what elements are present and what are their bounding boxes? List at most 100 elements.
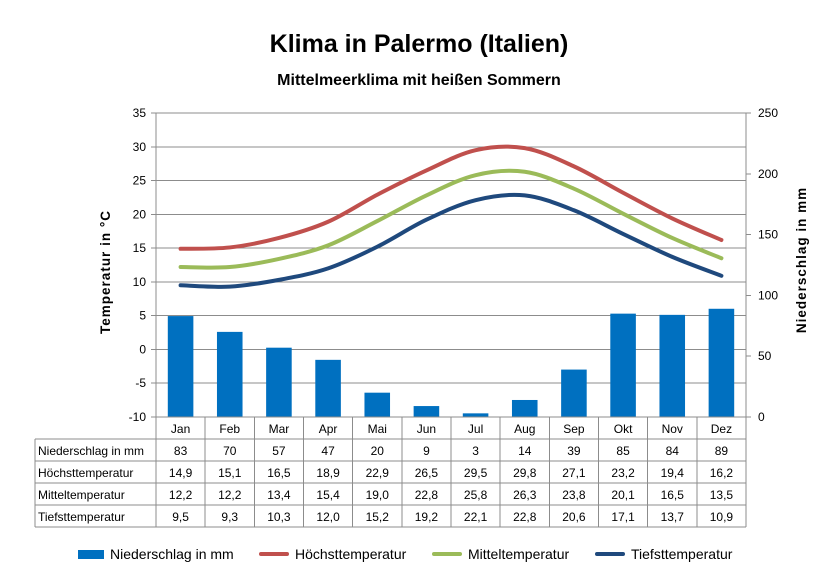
precipitation-bar (561, 369, 587, 417)
legend-item-mean-temp: Mitteltemperatur (432, 546, 569, 562)
table-cell: 84 (666, 444, 680, 458)
precipitation-bar (413, 406, 440, 417)
category-label: Aug (514, 422, 535, 436)
precipitation-bar (167, 316, 194, 417)
table-cell: 22,9 (366, 466, 390, 480)
table-row-header: Mitteltemperatur (38, 488, 125, 502)
legend-item-min-temp: Tiefsttemperatur (595, 546, 732, 562)
left-tick-label: 25 (133, 174, 147, 188)
table-cell: 22,8 (415, 488, 439, 502)
category-label: Feb (219, 422, 240, 436)
left-tick-label: 10 (133, 275, 147, 289)
legend-swatch-precipitation (78, 549, 104, 559)
table-cell: 47 (321, 444, 335, 458)
table-cell: 15,2 (366, 510, 390, 524)
category-label: Jul (468, 422, 483, 436)
table-cell: 10,3 (267, 510, 291, 524)
left-tick-label: 35 (133, 106, 147, 120)
table-cell: 9,5 (172, 510, 189, 524)
max-temp-line (178, 144, 724, 251)
category-label: Dez (711, 422, 732, 436)
table-cell: 20,6 (562, 510, 586, 524)
left-tick-label: 5 (139, 309, 146, 323)
table-cell: 89 (715, 444, 729, 458)
table-cell: 15,1 (218, 466, 242, 480)
table-cell: 22,1 (464, 510, 488, 524)
table-cell: 85 (616, 444, 630, 458)
table-cell: 3 (472, 444, 479, 458)
table-cell: 17,1 (611, 510, 635, 524)
precipitation-bar (216, 331, 243, 417)
legend-label-min-temp: Tiefsttemperatur (631, 546, 733, 562)
table-cell: 16,5 (267, 466, 291, 480)
legend-item-max-temp: Höchsttemperatur (259, 546, 406, 562)
table-cell: 10,9 (710, 510, 734, 524)
legend-swatch-min-temp (595, 552, 625, 556)
table-cell: 57 (272, 444, 286, 458)
table-cell: 9,3 (221, 510, 238, 524)
left-tick-label: -5 (135, 376, 146, 390)
table-cell: 13,7 (661, 510, 685, 524)
table-cell: 19,4 (661, 466, 685, 480)
table-cell: 16,5 (661, 488, 685, 502)
table-cell: 13,4 (267, 488, 291, 502)
category-label: Sep (563, 422, 585, 436)
category-label: Okt (614, 422, 633, 436)
table-cell: 29,5 (464, 466, 488, 480)
table-cell: 19,2 (415, 510, 439, 524)
precipitation-bar (315, 359, 341, 417)
precipitation-bar (364, 392, 391, 417)
left-tick-label: 0 (139, 342, 146, 356)
precipitation-bars (167, 308, 735, 417)
legend-label-mean-temp: Mitteltemperatur (468, 546, 570, 562)
table-cell: 18,9 (316, 466, 340, 480)
temperature-lines (178, 144, 724, 289)
table-cell: 26,3 (513, 488, 537, 502)
legend-label-precipitation: Niederschlag in mm (110, 546, 234, 562)
left-tick-label: -10 (129, 410, 147, 424)
legend-label-max-temp: Höchsttemperatur (295, 546, 407, 562)
table-cell: 23,8 (562, 488, 586, 502)
table-cell: 29,8 (513, 466, 537, 480)
right-tick-label: 100 (758, 288, 778, 302)
table-cell: 23,2 (611, 466, 635, 480)
precipitation-bar (659, 314, 686, 417)
category-label: Mai (368, 422, 387, 436)
precipitation-bar (462, 413, 489, 417)
table-cell: 16,2 (710, 466, 734, 480)
legend: Niederschlag in mm Höchsttemperatur Mitt… (0, 546, 838, 566)
category-label: Jan (171, 422, 190, 436)
table-cell: 14,9 (169, 466, 193, 480)
right-tick-label: 250 (758, 106, 778, 120)
right-tick-label: 200 (758, 167, 778, 181)
table-cell: 70 (223, 444, 237, 458)
right-tick-label: 50 (758, 349, 772, 363)
left-tick-label: 15 (133, 241, 147, 255)
table-cell: 26,5 (415, 466, 439, 480)
mean-temp-line (178, 168, 724, 270)
table-cell: 14 (518, 444, 532, 458)
table-cell: 13,5 (710, 488, 734, 502)
chart-title: Klima in Palermo (Italien) (269, 30, 569, 58)
left-tick-label: 30 (133, 140, 147, 154)
table-row-header: Tiefsttemperatur (38, 510, 125, 524)
table-cell: 83 (174, 444, 188, 458)
table-cell: 39 (567, 444, 581, 458)
category-label: Apr (319, 422, 338, 436)
category-label: Nov (662, 422, 683, 436)
category-label: Mar (269, 422, 290, 436)
precipitation-bar (511, 399, 538, 417)
legend-swatch-mean-temp (432, 552, 462, 556)
precipitation-bar (266, 347, 292, 417)
category-label: Jun (417, 422, 436, 436)
right-tick-label: 150 (758, 228, 778, 242)
data-table: Jan Feb Mar Apr Mai Jun Jul Aug Sep Okt Nov Dez Nied… (34, 416, 747, 528)
table-row-header: Niederschlag in mm (38, 444, 144, 458)
table-cell: 25,8 (464, 488, 488, 502)
left-axis-title: Temperatur in °C (98, 210, 113, 334)
precipitation-bar (708, 308, 735, 417)
left-tick-label: 20 (133, 207, 147, 221)
chart-subtitle: Mittelmeerklima mit heißen Sommern (277, 72, 561, 89)
